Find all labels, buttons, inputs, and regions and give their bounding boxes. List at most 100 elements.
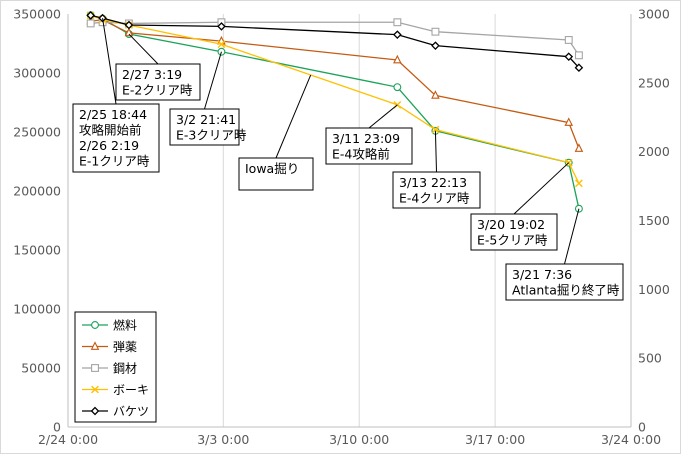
data-point — [431, 125, 440, 134]
y-left-tick-label: 300000 — [13, 66, 61, 81]
callout-leader — [102, 18, 117, 105]
callout-6: 3/20 19:02E-5クリア時 — [470, 162, 570, 251]
callout-leader — [128, 33, 159, 65]
data-point — [431, 41, 440, 50]
callout-text: E-3クリア時 — [176, 128, 247, 143]
series-line — [90, 21, 580, 56]
callout-box — [169, 108, 240, 146]
data-point — [124, 27, 134, 37]
legend-swatch-marker — [90, 406, 100, 416]
axes: 2/24 0:00 3/3 0:00 3/10 0:00 3/17 0:00 3/24 … — [13, 7, 670, 448]
legend-swatch-marker — [91, 321, 99, 329]
y-left-tick-label: 0 — [53, 420, 61, 435]
data-point — [393, 83, 402, 92]
callout-text: 3/21 7:36 — [512, 267, 572, 282]
callout-box — [238, 157, 314, 191]
data-point — [431, 27, 440, 36]
y-right-tick-label: 2000 — [638, 144, 670, 159]
legend-entry-1: 弾薬 — [82, 340, 137, 354]
callout-box — [72, 103, 160, 173]
callout-5: 3/13 22:13E-4クリア時 — [392, 130, 481, 209]
data-point — [393, 54, 402, 64]
callout-leader — [564, 208, 580, 265]
callout-text: 3/20 19:02 — [477, 217, 545, 232]
data-point — [574, 63, 584, 73]
callout-4: 3/11 23:09E-4攻略前 — [325, 104, 413, 165]
legend-label: 鋼材 — [113, 362, 137, 376]
y-right-tick-label: 1000 — [638, 282, 670, 297]
legend-label: 弾薬 — [113, 340, 137, 354]
callout-box — [392, 171, 481, 209]
callout-text: E-4攻略前 — [332, 147, 390, 162]
x-tick-label: 2/24 0:00 — [38, 432, 98, 447]
legend-label: 燃料 — [113, 318, 137, 333]
x-marker-stroke — [431, 125, 440, 134]
callout-text: E-1クリア時 — [79, 154, 150, 169]
series-line — [90, 14, 580, 184]
callout-text: Atlanta掘り終了時 — [512, 283, 620, 298]
callout-leader — [434, 130, 437, 173]
callout-3: Iowa掘り — [238, 74, 314, 191]
callout-text: 3/2 21:41 — [176, 112, 236, 127]
y-left-tick-label: 50000 — [21, 361, 61, 376]
x-tick-label: 3/3 0:00 — [197, 432, 249, 447]
callout-leader — [275, 74, 312, 159]
legend-swatch-marker — [91, 364, 99, 372]
data-point — [575, 179, 583, 188]
legend-entry-0: 燃料 — [82, 318, 137, 333]
legend-entry-4: バケツ — [82, 405, 149, 419]
legend-box — [74, 311, 157, 423]
callout-leader — [368, 104, 398, 129]
callout-box — [505, 263, 624, 301]
y-left-tick-label: 100000 — [13, 302, 61, 317]
y-left-tick-label: 350000 — [13, 7, 61, 22]
x-marker-stroke — [91, 385, 99, 394]
series-line — [90, 14, 580, 69]
legend-label: バケツ — [113, 405, 149, 419]
x-tick-label: 3/24 0:00 — [601, 432, 661, 447]
data-point — [217, 40, 226, 49]
callout-text: 2/26 2:19 — [79, 138, 139, 153]
callout-box — [470, 213, 558, 251]
data-point — [86, 11, 95, 20]
data-point — [564, 117, 574, 126]
callout-text: E-4クリア時 — [399, 191, 470, 206]
y-right-tick-label: 2500 — [638, 75, 670, 90]
series-2 — [86, 18, 583, 60]
callout-leader — [513, 162, 570, 215]
callout-box — [115, 63, 201, 101]
legend-swatch-marker — [91, 385, 99, 394]
callout-text: Iowa掘り — [245, 161, 299, 176]
callout-text: 2/27 3:19 — [122, 67, 182, 82]
y-right-tick-label: 0 — [638, 420, 646, 435]
x-marker-stroke — [217, 40, 226, 49]
callout-2: 3/2 21:41E-3クリア時 — [169, 51, 247, 146]
legend-entry-3: ボーキ — [82, 383, 149, 397]
callout-text: E-5クリア時 — [477, 233, 548, 248]
callout-text: 3/13 22:13 — [399, 175, 467, 190]
data-point — [393, 30, 402, 39]
y-right-tick-label: 3000 — [638, 7, 670, 22]
callout-text: 3/11 23:09 — [332, 131, 400, 146]
callout-1: 2/27 3:19E-2クリア時 — [115, 33, 201, 101]
y-left-tick-label: 250000 — [13, 125, 61, 140]
y-right-tick-label: 1500 — [638, 213, 670, 228]
data-point — [124, 20, 134, 30]
legend-swatch-marker — [90, 341, 100, 350]
data-point — [564, 52, 574, 61]
data-point — [393, 18, 402, 27]
x-tick-label: 3/10 0:00 — [329, 432, 389, 447]
legend-entry-2: 鋼材 — [82, 362, 137, 376]
callout-leader — [204, 51, 222, 110]
callout-text: E-2クリア時 — [122, 83, 193, 98]
x-marker-stroke — [575, 179, 583, 188]
data-point — [217, 47, 226, 56]
data-point — [564, 36, 573, 44]
data-point — [431, 90, 440, 99]
data-point — [217, 22, 226, 31]
